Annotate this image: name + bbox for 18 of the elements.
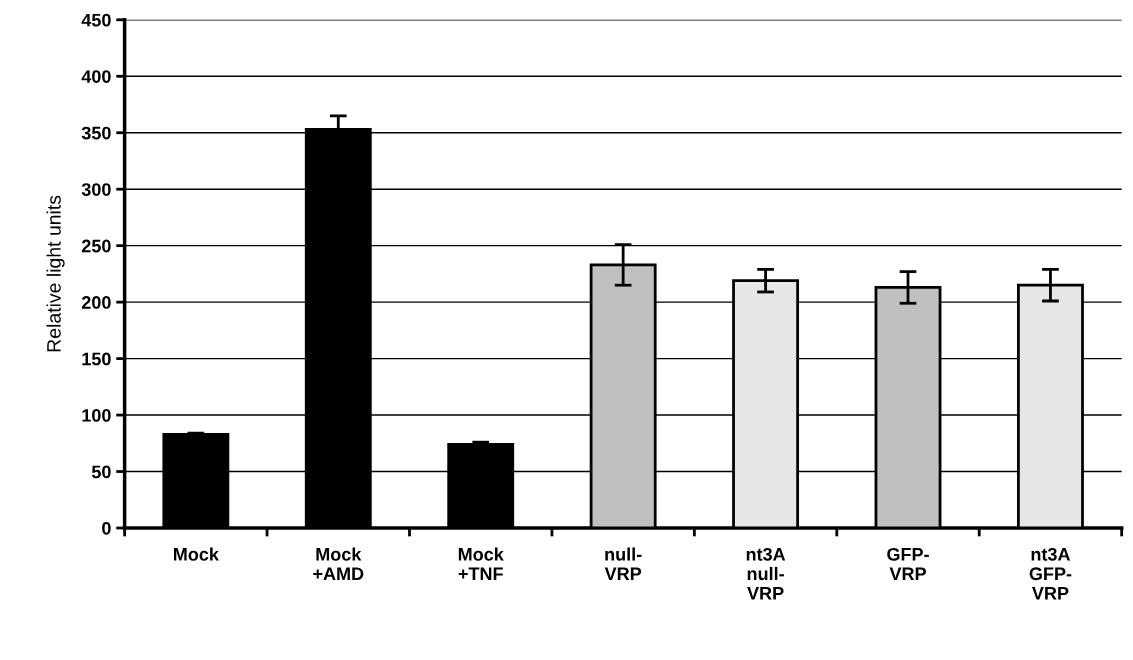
x-tick-label: nt3A GFP- VRP <box>1029 547 1072 600</box>
x-tick-label: null- VRP <box>604 547 642 580</box>
y-tick-label: 350 <box>81 126 111 140</box>
y-tick-label: 100 <box>82 409 111 422</box>
y-tick-label: 450 <box>81 13 111 27</box>
y-tick-label: 0 <box>102 521 111 535</box>
x-tick-label: Mock +AMD <box>313 547 364 580</box>
y-tick-label: 250 <box>81 239 111 253</box>
x-tick-label: nt3A null- VRP <box>746 547 786 600</box>
y-tick-label: 400 <box>81 70 111 83</box>
x-tick-label: Mock <box>173 547 219 561</box>
y-tick-label: 300 <box>81 183 111 196</box>
y-axis-title: Relative light units <box>46 195 65 352</box>
y-tick-label: 150 <box>82 352 111 366</box>
x-tick-label: Mock +TNF <box>458 547 504 580</box>
x-tick-label: GFP- VRP <box>887 547 929 580</box>
y-tick-label: 50 <box>91 465 111 479</box>
y-tick-label: 200 <box>81 296 111 309</box>
